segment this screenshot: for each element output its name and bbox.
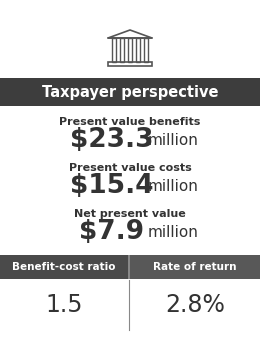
Bar — [108, 62, 152, 66]
Bar — [112, 38, 116, 62]
Bar — [128, 38, 132, 62]
Bar — [128, 255, 130, 279]
Bar — [136, 38, 140, 62]
Text: Present value benefits: Present value benefits — [59, 117, 201, 127]
Text: 2.8%: 2.8% — [165, 293, 225, 317]
Text: $15.4: $15.4 — [70, 173, 154, 199]
Text: Rate of return: Rate of return — [153, 262, 237, 272]
Text: 1.5: 1.5 — [45, 293, 83, 317]
Text: million: million — [148, 133, 199, 147]
Bar — [130, 255, 260, 279]
Text: $7.9: $7.9 — [80, 219, 145, 245]
Text: Taxpayer perspective: Taxpayer perspective — [42, 85, 218, 100]
Text: million: million — [148, 225, 199, 239]
Text: million: million — [148, 178, 199, 194]
Bar — [120, 38, 124, 62]
Bar — [144, 38, 148, 62]
Bar — [0, 255, 128, 279]
Text: $23.3: $23.3 — [70, 127, 154, 153]
Text: Benefit-cost ratio: Benefit-cost ratio — [12, 262, 116, 272]
Bar — [0, 78, 260, 106]
Text: Net present value: Net present value — [74, 209, 186, 219]
Text: Present value costs: Present value costs — [69, 163, 191, 173]
